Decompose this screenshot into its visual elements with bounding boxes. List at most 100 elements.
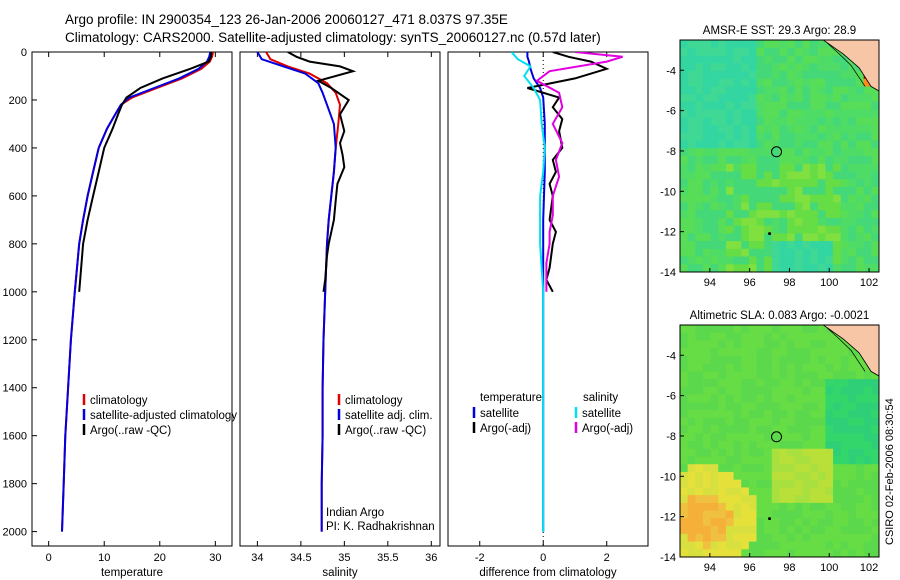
map-cell: [779, 402, 788, 411]
map-cell: [802, 425, 811, 434]
legend-heading-temperature: temperature: [480, 392, 542, 404]
map-cell: [787, 325, 796, 334]
map-cell: [840, 109, 849, 118]
map-cell: [756, 210, 765, 219]
map-cell: [695, 132, 704, 142]
map-cell: [695, 40, 704, 49]
map-cell: [702, 410, 712, 419]
map-cell: [695, 355, 704, 365]
map-cell: [856, 386, 865, 396]
map-cell: [833, 518, 842, 527]
map-cell: [817, 518, 827, 527]
map-cell: [756, 148, 765, 157]
map-cell: [810, 117, 819, 126]
map-cell: [695, 163, 704, 173]
map-cell: [680, 355, 689, 365]
map-cell: [817, 186, 827, 196]
map-cell: [787, 425, 796, 434]
map-cell: [725, 394, 735, 403]
map-cell: [718, 248, 727, 258]
map-cell: [687, 479, 696, 488]
map-cell: [817, 179, 827, 188]
map-cell: [810, 241, 819, 250]
map-cell: [702, 217, 712, 227]
map-cell: [733, 63, 742, 72]
map-cell: [764, 132, 773, 142]
map-cell: [871, 132, 879, 142]
map-cell: [680, 63, 689, 72]
map-cell: [718, 40, 727, 49]
map-cell: [680, 502, 689, 512]
map-cell: [702, 441, 712, 450]
map-cell: [802, 125, 811, 134]
map-cell: [817, 433, 827, 442]
map-cell: [764, 163, 773, 173]
map-cell: [825, 63, 834, 72]
map-cell: [680, 379, 689, 388]
map-cell: [733, 248, 742, 258]
map-cell: [764, 533, 773, 543]
map-cell: [687, 78, 696, 87]
map-cell: [787, 109, 796, 118]
map-cell: [810, 179, 819, 188]
map-cell: [856, 363, 865, 372]
map-cell: [794, 510, 804, 519]
map-cell: [733, 217, 742, 227]
map-cell: [687, 256, 696, 265]
map-cell: [871, 94, 879, 103]
map-cell: [764, 549, 773, 557]
map-cell: [825, 332, 834, 342]
map-cell: [764, 94, 773, 103]
map-cell: [863, 233, 872, 242]
map-cell: [687, 94, 696, 103]
map-cell: [787, 70, 796, 80]
map-cell: [840, 464, 849, 473]
map-cell: [802, 109, 811, 118]
map-cell: [764, 495, 773, 504]
map-cell: [771, 202, 781, 211]
map-cell: [856, 464, 865, 473]
map-cell: [741, 340, 750, 349]
map-cell: [825, 541, 834, 550]
map-cell: [733, 148, 742, 157]
map-cell: [764, 55, 773, 64]
map-cell: [871, 179, 879, 188]
map-cell: [871, 86, 879, 95]
map-cell: [687, 402, 696, 411]
map-cell: [787, 332, 796, 342]
x-tick-label: 34.5: [290, 552, 311, 564]
map-cell: [817, 225, 827, 234]
map-cell: [817, 487, 827, 496]
map-cell: [787, 163, 796, 173]
map-cell: [741, 502, 750, 512]
map-cell: [802, 63, 811, 72]
map-cell: [756, 109, 765, 118]
map-cell: [825, 241, 834, 250]
map-cell: [817, 171, 827, 180]
map-cell: [764, 101, 773, 111]
map-cell: [787, 148, 796, 157]
map-cell: [817, 156, 827, 165]
map-cell: [787, 256, 796, 265]
map-cell: [794, 479, 804, 488]
map-cell: [871, 109, 879, 118]
map-cell: [825, 55, 834, 64]
map-cell: [817, 464, 827, 473]
map-cell: [856, 264, 865, 272]
map-cell: [825, 194, 834, 203]
map-cell: [856, 156, 865, 165]
map-cell: [710, 487, 719, 496]
map-cell: [810, 402, 819, 411]
map-cell: [817, 348, 827, 357]
map-cell: [810, 348, 819, 357]
map-cell: [695, 217, 704, 227]
map-cell: [756, 78, 765, 87]
map-cell: [825, 171, 834, 180]
map-cell: [756, 518, 765, 527]
map-cell: [863, 487, 872, 496]
map-cell: [840, 140, 849, 149]
map-cell: [794, 541, 804, 550]
map-cell: [802, 78, 811, 87]
